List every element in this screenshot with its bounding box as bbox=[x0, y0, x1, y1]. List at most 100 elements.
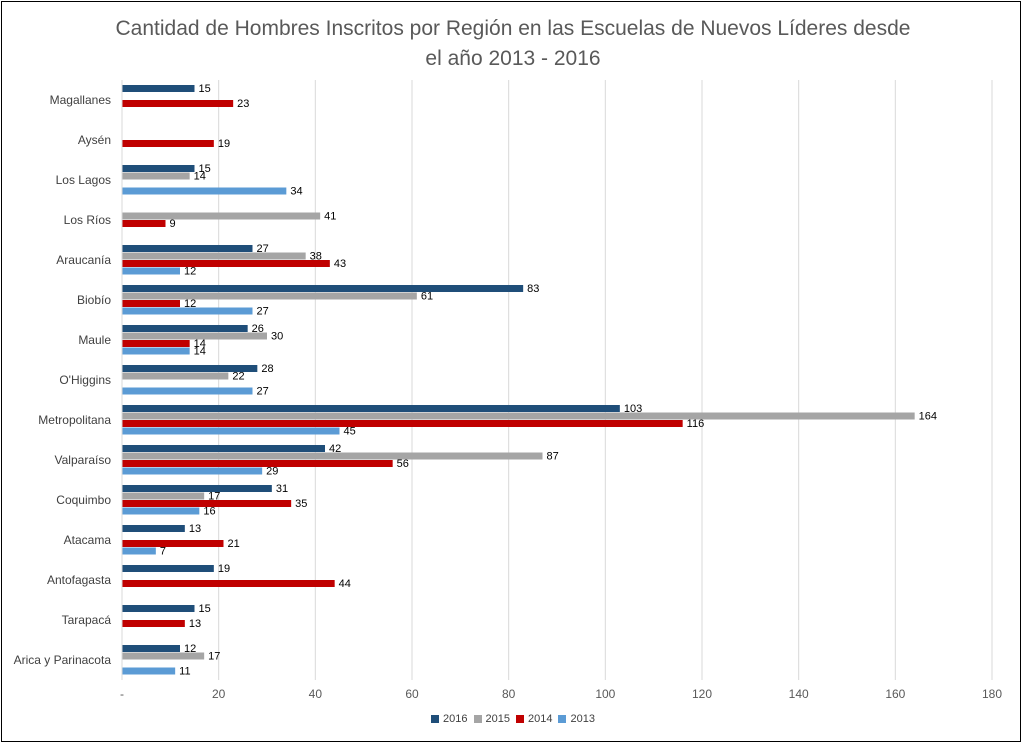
bar bbox=[122, 252, 306, 260]
bar bbox=[122, 452, 543, 460]
data-label: 87 bbox=[547, 451, 559, 463]
bar bbox=[122, 427, 340, 435]
bar bbox=[122, 500, 292, 507]
data-label: 29 bbox=[266, 466, 278, 478]
legend-item: 2016 bbox=[431, 713, 468, 725]
category-label: O'Higgins bbox=[59, 373, 111, 387]
legend-label: 2013 bbox=[570, 713, 595, 725]
bar bbox=[122, 492, 205, 500]
data-label: 31 bbox=[276, 483, 288, 495]
category-label: Aysén bbox=[78, 133, 111, 147]
data-label: 17 bbox=[208, 651, 220, 663]
data-label: 30 bbox=[271, 331, 283, 343]
bar bbox=[122, 412, 915, 420]
bar bbox=[122, 220, 166, 227]
data-label: 17 bbox=[208, 491, 220, 503]
data-label: 12 bbox=[184, 266, 196, 278]
bar bbox=[122, 420, 683, 427]
legend-swatch bbox=[473, 715, 482, 723]
bar bbox=[122, 292, 417, 300]
x-tick-label: 40 bbox=[309, 687, 323, 701]
data-label: 14 bbox=[194, 338, 206, 350]
bar bbox=[122, 212, 321, 220]
data-label: 42 bbox=[329, 443, 341, 455]
data-label: 15 bbox=[199, 603, 211, 615]
bar bbox=[122, 467, 263, 475]
bar bbox=[122, 652, 205, 660]
bar bbox=[122, 307, 253, 315]
data-label: 28 bbox=[261, 363, 273, 375]
category-label: Biobío bbox=[77, 293, 111, 307]
category-label: Antofagasta bbox=[47, 573, 111, 587]
data-label: 14 bbox=[194, 171, 206, 183]
x-tick-label: 100 bbox=[595, 687, 615, 701]
data-label: 45 bbox=[344, 426, 356, 438]
data-label: 12 bbox=[184, 643, 196, 655]
x-tick-label: 180 bbox=[982, 687, 1002, 701]
data-label: 15 bbox=[199, 163, 211, 175]
legend-item: 2013 bbox=[558, 713, 595, 725]
legend-item: 2014 bbox=[516, 713, 552, 725]
bar bbox=[122, 485, 272, 492]
bar bbox=[122, 300, 180, 307]
category-label: Valparaíso bbox=[55, 453, 112, 467]
bar bbox=[122, 100, 234, 107]
bar bbox=[122, 460, 393, 467]
x-tick-label: 120 bbox=[692, 687, 712, 701]
category-label: Los Lagos bbox=[56, 173, 111, 187]
data-label: 19 bbox=[218, 138, 230, 150]
data-label: 103 bbox=[624, 403, 642, 415]
legend-swatch bbox=[431, 715, 440, 723]
bar bbox=[122, 332, 267, 340]
data-label: 34 bbox=[290, 186, 302, 198]
data-label: 13 bbox=[189, 618, 201, 630]
bar bbox=[122, 245, 253, 252]
data-label: 23 bbox=[237, 98, 249, 110]
data-label: 9 bbox=[170, 218, 176, 230]
bar bbox=[122, 540, 224, 547]
bar bbox=[122, 667, 176, 675]
bar bbox=[122, 140, 214, 147]
bar bbox=[122, 340, 190, 347]
data-label: 27 bbox=[257, 306, 269, 318]
data-label: 116 bbox=[687, 418, 705, 430]
bar bbox=[122, 547, 156, 555]
legend-item: 2015 bbox=[473, 713, 510, 725]
bar bbox=[122, 565, 214, 572]
category-label: Araucanía bbox=[56, 253, 111, 267]
data-label: 15 bbox=[199, 83, 211, 95]
legend-swatch bbox=[558, 715, 567, 723]
data-label: 41 bbox=[324, 211, 336, 223]
data-label: 26 bbox=[252, 323, 264, 335]
data-label: 38 bbox=[310, 251, 322, 263]
category-label: Atacama bbox=[64, 533, 112, 547]
legend-swatch bbox=[516, 715, 524, 723]
data-label: 61 bbox=[421, 291, 433, 303]
data-label: 43 bbox=[334, 258, 346, 270]
legend-label: 2014 bbox=[528, 713, 553, 725]
bar bbox=[122, 85, 195, 92]
bar bbox=[122, 620, 185, 627]
chart-legend: 2016 2015 2014 2013 bbox=[2, 713, 1024, 725]
bar bbox=[122, 325, 248, 332]
bar bbox=[122, 172, 190, 180]
data-label: 14 bbox=[194, 346, 206, 358]
bar bbox=[122, 267, 180, 275]
legend-label: 2016 bbox=[443, 713, 468, 725]
x-tick-label: 80 bbox=[502, 687, 516, 701]
bar bbox=[122, 187, 287, 195]
category-label: Magallanes bbox=[50, 93, 111, 107]
data-label: 16 bbox=[203, 506, 215, 518]
bar bbox=[122, 372, 229, 380]
category-label: Arica y Parinacota bbox=[14, 653, 112, 667]
data-label: 27 bbox=[257, 243, 269, 255]
data-label: 7 bbox=[160, 546, 166, 558]
category-label: Tarapacá bbox=[62, 613, 112, 627]
bar bbox=[122, 347, 190, 355]
chart-title: Cantidad de Hombres Inscritos por Región… bbox=[115, 17, 911, 70]
bar bbox=[122, 645, 180, 652]
data-label: 21 bbox=[228, 538, 240, 550]
category-label: Metropolitana bbox=[38, 413, 111, 427]
bar bbox=[122, 580, 335, 587]
